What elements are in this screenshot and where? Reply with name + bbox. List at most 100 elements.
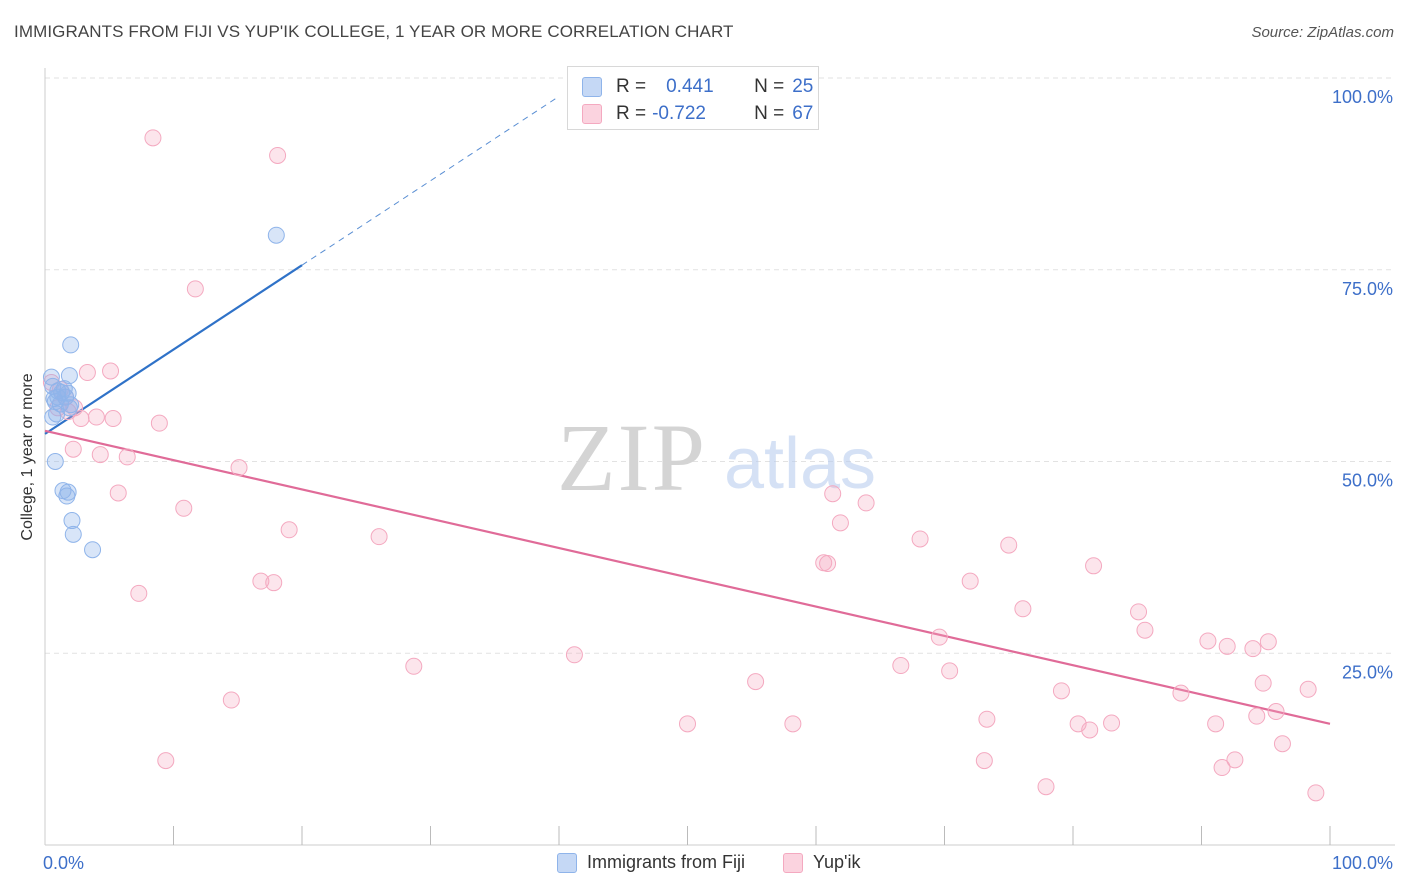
yupik-point	[405, 657, 423, 675]
yupik-point	[222, 691, 240, 709]
yupik-point	[1307, 784, 1325, 802]
yupik-point	[975, 752, 993, 770]
yupik-point	[280, 521, 298, 539]
yupik-point	[1136, 621, 1154, 639]
yupik-point	[1207, 715, 1225, 733]
fiji-r-label: R =	[616, 76, 647, 97]
yupik-point	[186, 280, 204, 298]
y-tick-label: 25.0%	[1342, 662, 1393, 682]
tick-labels: 25.0% 50.0% 75.0% 100.0% 0.0% 100.0%	[43, 87, 1393, 873]
yupik-point	[911, 530, 929, 548]
yupik-point	[230, 459, 248, 477]
legend-fiji-label: Immigrants from Fiji	[587, 852, 746, 872]
yupik-point	[961, 572, 979, 590]
yupik-point	[565, 646, 583, 664]
yupik-point	[1130, 603, 1148, 621]
yupik-point	[118, 448, 136, 466]
yupik-point	[150, 414, 168, 432]
yupik-r-value: -0.722	[652, 103, 706, 124]
yupik-point	[1273, 735, 1291, 753]
yupik-point	[1218, 637, 1236, 655]
yupik-point	[1172, 684, 1190, 702]
fiji-trend-extension	[301, 95, 560, 266]
yupik-point	[1299, 680, 1317, 698]
yupik-point	[679, 715, 696, 733]
legend-item-fiji[interactable]: Immigrants from Fiji	[557, 852, 745, 873]
watermark: ZIP atlas	[557, 404, 876, 511]
yupik-n-value: 67	[792, 103, 814, 124]
yupik-point	[831, 514, 849, 532]
y-tick-label: 75.0%	[1342, 279, 1393, 299]
yupik-point	[1000, 536, 1018, 554]
yupik-point	[784, 715, 802, 733]
legend-yupik-swatch	[783, 852, 804, 873]
yupik-point	[64, 440, 82, 458]
yupik-point	[1085, 557, 1103, 575]
yupik-point	[930, 628, 948, 646]
x-tick-label: 0.0%	[43, 853, 84, 873]
fiji-point	[63, 512, 81, 530]
legend-item-yupik[interactable]: Yup'ik	[783, 852, 861, 873]
fiji-n-value: 25	[792, 76, 814, 97]
yupik-point	[1037, 778, 1055, 796]
yupik-point	[824, 485, 842, 503]
yupik-point	[1259, 633, 1277, 651]
yupik-point	[87, 408, 105, 426]
chart-title: IMMIGRANTS FROM FIJI VS YUP'IK COLLEGE, …	[14, 22, 734, 41]
yupik-point	[104, 410, 122, 428]
fiji-trend-line	[44, 264, 303, 435]
yupik-point	[102, 362, 120, 380]
yupik-point	[1052, 682, 1070, 700]
yupik-point	[941, 662, 959, 680]
yupik-point	[109, 484, 127, 502]
fiji-r-value: 0.441	[666, 76, 714, 97]
watermark-atlas: atlas	[724, 424, 876, 504]
yupik-point	[978, 710, 996, 728]
yupik-point	[157, 752, 175, 770]
yupik-point	[819, 555, 837, 573]
yupik-r-label: R =	[616, 103, 647, 124]
fiji-point	[267, 226, 285, 244]
fiji-point	[42, 368, 60, 386]
x-tick-label: 100.0%	[1332, 853, 1393, 873]
yupik-point	[1199, 632, 1217, 650]
yupik-point	[1213, 759, 1231, 777]
fiji-swatch	[582, 77, 602, 97]
yupik-point	[1244, 640, 1262, 658]
y-tick-label: 50.0%	[1342, 471, 1393, 491]
fiji-point	[84, 541, 102, 559]
yupik-trend-line	[44, 429, 1331, 725]
legend-yupik-label: Yup'ik	[813, 852, 861, 872]
yupik-point	[1081, 721, 1099, 739]
yupik-point	[144, 129, 162, 147]
yupik-point	[747, 673, 765, 691]
yupik-point	[892, 657, 910, 675]
axes	[44, 68, 1395, 846]
yupik-point	[91, 446, 109, 464]
fiji-point	[60, 399, 78, 417]
yupik-point	[1103, 714, 1121, 732]
stats-legend: R = 0.441 N = 25 R = -0.722 N = 67	[567, 66, 819, 130]
fiji-point	[59, 483, 77, 501]
yupik-point	[1248, 707, 1266, 725]
yupik-point	[1254, 674, 1272, 692]
yupik-point	[1014, 600, 1032, 618]
fiji-point	[49, 388, 67, 406]
fiji-point	[64, 525, 82, 543]
legend-fiji-swatch	[557, 852, 577, 873]
y-tick-label: 100.0%	[1332, 87, 1393, 107]
yupik-point	[857, 494, 875, 512]
stats-row-fiji: R = 0.441 N = 25	[582, 75, 813, 99]
yupik-point	[130, 584, 148, 602]
fiji-n-label: N =	[754, 76, 785, 97]
yupik-point	[269, 146, 287, 164]
fiji-point	[60, 367, 78, 385]
yupik-point	[370, 528, 388, 546]
source-label: Source: ZipAtlas.com	[1251, 24, 1394, 41]
stats-row-yupik: R = -0.722 N = 67	[582, 102, 813, 126]
watermark-zip: ZIP	[557, 404, 707, 511]
bottom-legend: Immigrants from Fiji Yup'ik	[557, 852, 899, 873]
fiji-point	[44, 408, 62, 426]
yupik-swatch	[582, 104, 602, 124]
